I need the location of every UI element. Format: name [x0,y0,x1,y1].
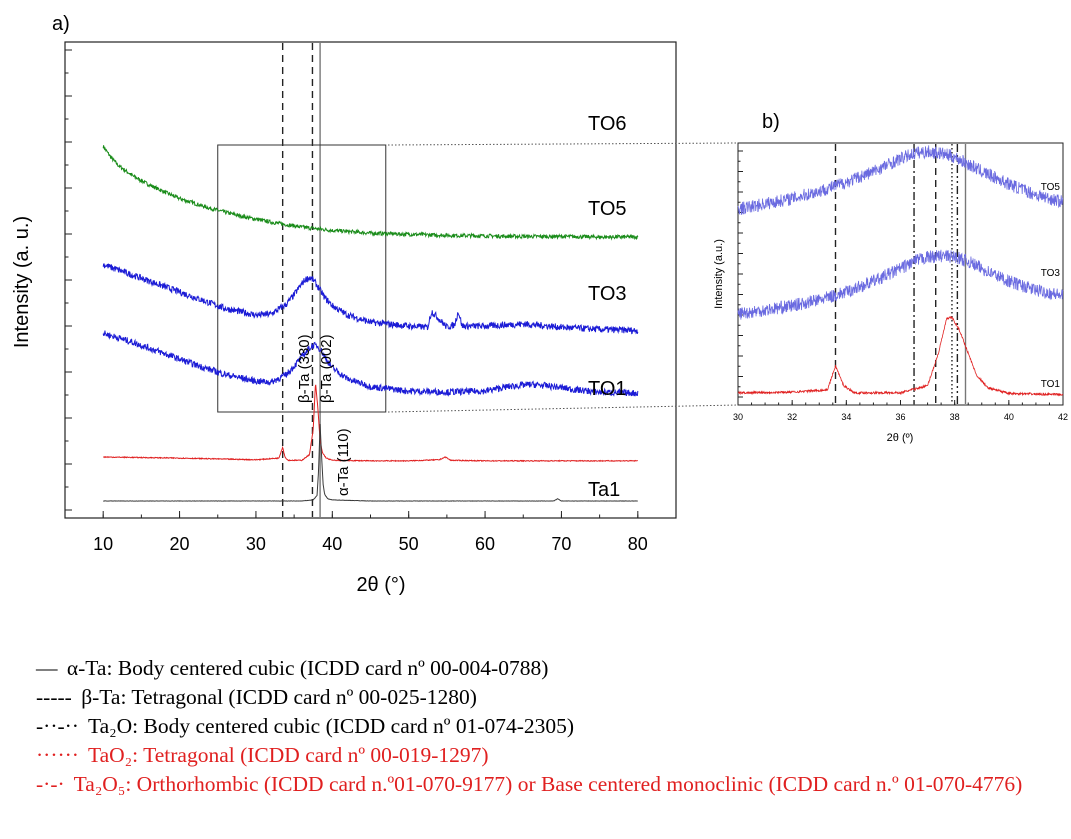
series-label-to1: TO1 [588,378,627,400]
series-line-to5 [102,263,639,335]
series-line-to1 [103,384,638,463]
legend-symbol-dotted: ······ [36,743,79,767]
panel-b: 30 32 34 36 38 40 42 TO5 TO3 TO1 2θ (º) Intensit… [713,142,1068,444]
panel-b-label: b) [762,111,780,133]
peak-label-alpha-110: α-Ta (110) [335,428,352,496]
x-tick-label: 70 [551,534,571,554]
legend-text-beta-ta: β-Ta: Tetragonal (ICDD card nº 00-025-12… [81,685,477,709]
peak-label-beta-330: β-Ta (330) [296,334,313,403]
legend-item-ta2o: -··-·· Ta₂O: Body centered cubic (ICDD c… [36,712,1066,741]
panel-a-y-ticks [65,49,72,511]
x-tick-label: 40 [322,534,342,554]
inset-region-box [217,144,387,413]
series-line-to3 [102,330,639,397]
peak-label-beta-002: β-Ta (002) [318,334,335,403]
series-line-to3 [737,249,1064,320]
series-line-ta1 [103,423,638,502]
panel-b-xlabel: 2θ (º) [887,432,914,444]
x-tick-label: 80 [628,534,648,554]
x-tick-label: 36 [895,412,905,422]
panel-b-ylabel: Intensity (a.u.) [713,239,725,309]
x-tick-label: 50 [399,534,419,554]
legend-item-ta2o5: -·-· Ta₂O₅: Orthorhombic (ICDD card n.º0… [36,770,1066,799]
legend-symbol-dash-dot: -·-· [36,772,65,796]
legend-symbol-dashed: ----- [36,685,72,709]
panel-b-reference-lines [834,144,967,404]
panel-b-series-labels: TO5 TO3 TO1 [1041,182,1061,390]
x-tick-label: 20 [170,534,190,554]
panel-a-series-labels: TO6 TO5 TO3 TO1 Ta1 [588,113,627,501]
series-label-to3: TO3 [1041,268,1061,279]
series-label-ta1: Ta1 [588,479,620,501]
series-label-to5: TO5 [588,198,627,220]
legend-item-tao2: ······ TaO₂: Tetragonal (ICDD card nº 00… [36,741,1066,770]
x-tick-label: 30 [733,412,743,422]
xrd-figure: a) 10 20 30 40 50 60 70 80 TO6 TO5 TO3 TO1 Ta1 β-Ta… [11,13,1068,596]
panel-a: 10 20 30 40 50 60 70 80 TO6 TO5 TO3 TO1 Ta1 β-Ta (0… [11,41,677,596]
legend-symbol-dash-dot-dot: -··-·· [36,714,79,738]
panel-a-series [102,145,639,502]
series-label-to5: TO5 [1041,182,1061,193]
legend-text-tao2: TaO₂: Tetragonal (ICDD card nº 00-019-12… [87,743,489,767]
series-line-to5 [737,145,1064,215]
panel-a-label: a) [52,13,70,35]
panel-a-xlabel: 2θ (°) [356,574,405,596]
x-tick-label: 40 [1004,412,1014,422]
panel-a-ylabel: Intensity (a. u.) [11,216,33,348]
series-label-to6: TO6 [588,113,627,135]
legend-item-alpha-ta: — α-Ta: Body centered cubic (ICDD card n… [36,654,1066,683]
legend-text-alpha-ta: α-Ta: Body centered cubic (ICDD card nº … [66,656,549,680]
series-label-to3: TO3 [588,283,627,305]
x-tick-label: 42 [1058,412,1068,422]
connector-bottom [387,404,739,413]
panel-b-series [737,145,1064,397]
connector-top [387,142,739,146]
series-label-to1: TO1 [1041,379,1061,390]
series-line-to6 [102,145,639,241]
panel-b-y-ticks [738,150,743,398]
x-tick-label: 32 [787,412,797,422]
series-line-to1 [737,316,1064,397]
x-tick-label: 60 [475,534,495,554]
x-tick-label: 10 [93,534,113,554]
panel-a-x-ticks: 10 20 30 40 50 60 70 80 [64,511,677,554]
legend-text-ta2o5: Ta₂O₅: Orthorhombic (ICDD card n.º01-070… [73,772,1023,796]
legend-text-ta2o: Ta₂O: Body centered cubic (ICDD card nº … [87,714,575,738]
x-tick-label: 34 [841,412,851,422]
phase-legend: — α-Ta: Body centered cubic (ICDD card n… [36,654,1066,799]
panel-b-x-ticks: 30 32 34 36 38 40 42 [733,400,1068,422]
panel-a-frame [64,41,677,519]
x-tick-label: 30 [246,534,266,554]
legend-item-beta-ta: ----- β-Ta: Tetragonal (ICDD card nº 00-… [36,683,1066,712]
legend-symbol-solid: — [36,656,58,680]
x-tick-label: 38 [950,412,960,422]
